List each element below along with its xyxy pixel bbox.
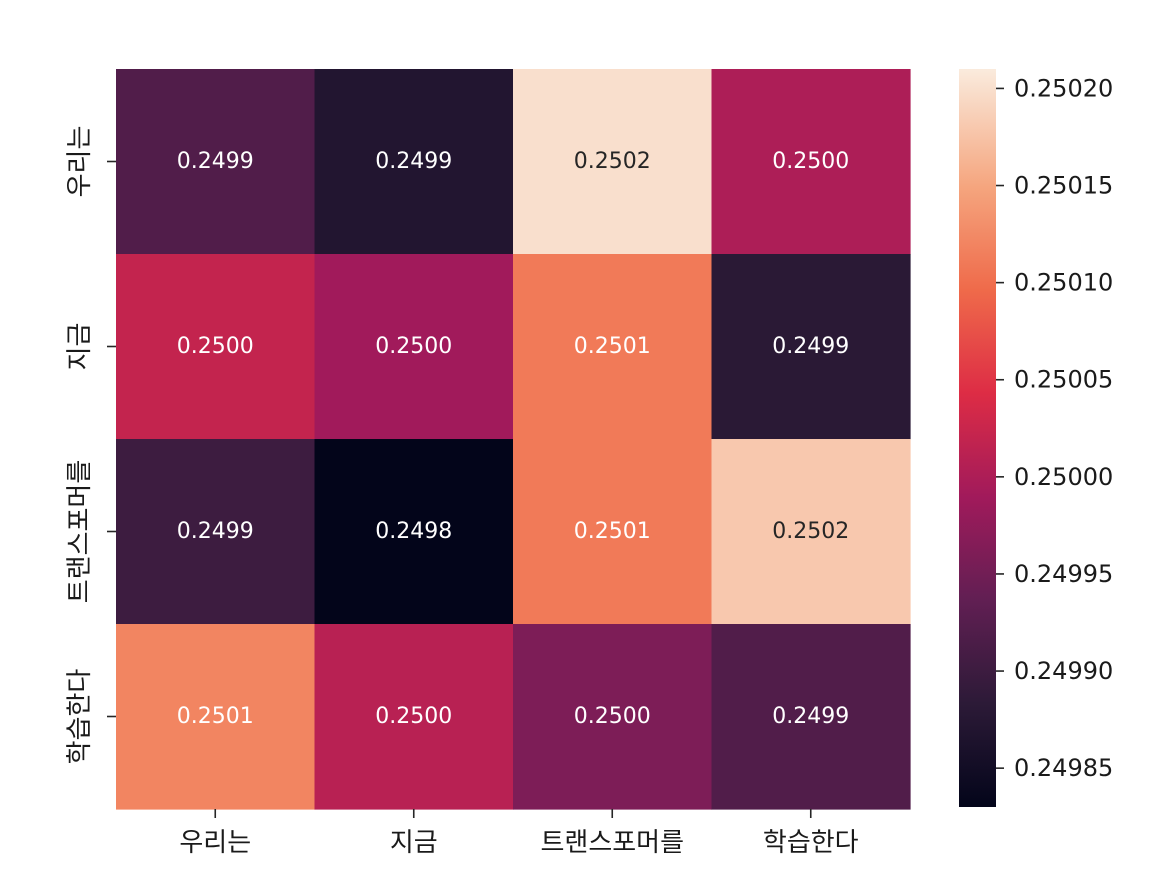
x-tick-label: 지금: [390, 828, 438, 858]
x-tick-label: 우리는: [179, 828, 251, 858]
heatmap-cell: [314, 439, 514, 625]
heatmap-cell-labels: 0.2499 0.2499 0.2502 0.2500 0.2500 0.2500 0.25…: [177, 149, 849, 729]
heatmap-cell-label: 0.2501: [574, 334, 651, 359]
colorbar: 0.24985 0.24990 0.24995 0.25000 0.25005 0.250…: [959, 69, 1113, 807]
heatmap-cell-label: 0.2502: [772, 519, 849, 544]
heatmap-cell: [116, 439, 316, 625]
heatmap-cell-label: 0.2499: [772, 334, 849, 359]
heatmap-cell: [513, 254, 713, 440]
heatmap-cell-label: 0.2498: [375, 519, 452, 544]
x-tick-label: 트랜스포머를: [540, 828, 684, 858]
heatmap-cell-label: 0.2499: [177, 519, 254, 544]
x-axis: 우리는 지금 트랜스포머를 학습한다: [179, 809, 859, 858]
heatmap-cell: [314, 624, 514, 810]
colorbar-tick-label: 0.25010: [1014, 269, 1113, 297]
y-tick-label: 학습한다: [65, 669, 95, 765]
heatmap-cell: [116, 254, 316, 440]
heatmap-cell-label: 0.2501: [177, 704, 254, 729]
heatmap-cell: [711, 439, 911, 625]
heatmap-cell-label: 0.2499: [177, 149, 254, 174]
colorbar-tick-label: 0.25000: [1014, 463, 1113, 491]
heatmap-cell: [116, 69, 316, 255]
heatmap-cell: [711, 69, 911, 255]
heatmap-cell-label: 0.2500: [177, 334, 254, 359]
heatmap-cell: [116, 624, 316, 810]
heatmap-cell: [513, 439, 713, 625]
heatmap-cell-label: 0.2500: [772, 149, 849, 174]
heatmap-cell-label: 0.2500: [375, 704, 452, 729]
heatmap-cell: [513, 69, 713, 255]
heatmap-cell: [711, 624, 911, 810]
colorbar-gradient: [959, 69, 996, 807]
heatmap-cell-label: 0.2502: [574, 149, 651, 174]
colorbar-tick-label: 0.24995: [1014, 560, 1113, 588]
heatmap-cell: [513, 624, 713, 810]
y-tick-label: 트랜스포머를: [65, 460, 95, 604]
y-tick-label: 우리는: [65, 126, 95, 198]
heatmap-cell-label: 0.2500: [574, 704, 651, 729]
heatmap-cell: [314, 69, 514, 255]
colorbar-tick-label: 0.25015: [1014, 172, 1113, 200]
heatmap-cell: [314, 254, 514, 440]
colorbar-tick-label: 0.24985: [1014, 754, 1113, 782]
colorbar-tick-label: 0.25005: [1014, 366, 1113, 394]
y-tick-label: 지금: [65, 323, 95, 371]
colorbar-tick-label: 0.24990: [1014, 657, 1113, 685]
heatmap-cell-label: 0.2501: [574, 519, 651, 544]
colorbar-tick-label: 0.25020: [1014, 74, 1113, 102]
heatmap-cell-label: 0.2500: [375, 334, 452, 359]
x-tick-label: 학습한다: [763, 828, 859, 858]
heatmap-cell-label: 0.2499: [772, 704, 849, 729]
heatmap-cells: [116, 69, 911, 810]
heatmap-cell: [711, 254, 911, 440]
heatmap-cell-label: 0.2499: [375, 149, 452, 174]
